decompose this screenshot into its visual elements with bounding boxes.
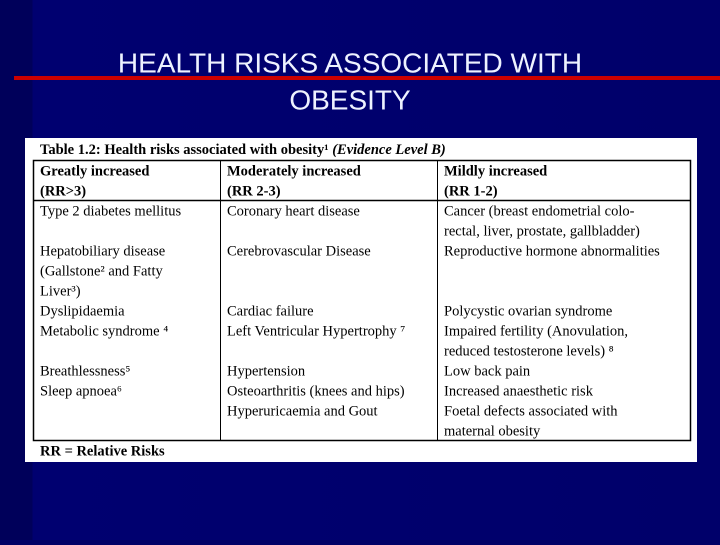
slide-title: HEALTH RISKS ASSOCIATED WITH	[118, 47, 582, 78]
header-cell: (RR 2-3)	[227, 183, 281, 199]
caption-note: (Evidence Level B)	[332, 142, 446, 158]
table-cell: Osteoarthritis (knees and hips)	[227, 383, 405, 399]
table-cell: Reproductive hormone abnormalities	[444, 243, 660, 259]
table-cell: Increased anaesthetic risk	[444, 383, 594, 399]
table-cell: Coronary heart disease	[227, 203, 360, 219]
table-cell: Cancer (breast endometrial colo-	[444, 203, 635, 219]
table-cell: Hypertension	[227, 363, 306, 379]
table-cell: Type 2 diabetes mellitus	[40, 203, 181, 219]
table-cell: Polycystic ovarian syndrome	[444, 303, 612, 319]
table-cell: maternal obesity	[444, 423, 541, 439]
header-cell: (RR>3)	[40, 183, 86, 199]
header-cell: Mildly increased	[444, 163, 547, 179]
table-cell: Hepatobiliary disease	[40, 243, 165, 259]
header-cell: (RR 1-2)	[444, 183, 498, 199]
header-cell: Greatly increased	[40, 163, 149, 179]
header-cell: Moderately increased	[227, 163, 361, 179]
table-cell: Foetal defects associated with	[444, 403, 618, 419]
table-cell: (Gallstone² and Fatty	[40, 263, 163, 279]
table-cell: Left Ventricular Hypertrophy ⁷	[227, 323, 405, 339]
table-cell: Impaired fertility (Anovulation,	[444, 323, 628, 339]
table-cell: Liver³)	[40, 283, 81, 299]
table-cell: Cerebrovascular Disease	[227, 243, 371, 259]
table-border	[32, 159, 692, 442]
table-panel	[25, 138, 697, 462]
table-cell: Sleep apnoea⁶	[40, 383, 122, 399]
table-cell: Cardiac failure	[227, 303, 314, 319]
table-cell: Low back pain	[444, 363, 531, 379]
caption-text: Table 1.2: Health risks associated with …	[40, 142, 329, 158]
table-footnote: RR = Relative Risks	[40, 443, 165, 459]
table-cell: rectal, liver, prostate, gallbladder)	[444, 223, 640, 239]
title-rule	[14, 76, 720, 80]
table-cell: Dyslipidaemia	[40, 303, 125, 319]
table-cell: Hyperuricaemia and Gout	[227, 403, 378, 419]
table-cell: Breathlessness⁵	[40, 363, 130, 379]
table-caption: Table 1.2: Health risks associated with …	[40, 142, 446, 158]
slide-title: OBESITY	[289, 84, 411, 115]
table-cell: reduced testosterone levels) ⁸	[444, 343, 614, 359]
table-cell: Metabolic syndrome ⁴	[40, 323, 168, 339]
